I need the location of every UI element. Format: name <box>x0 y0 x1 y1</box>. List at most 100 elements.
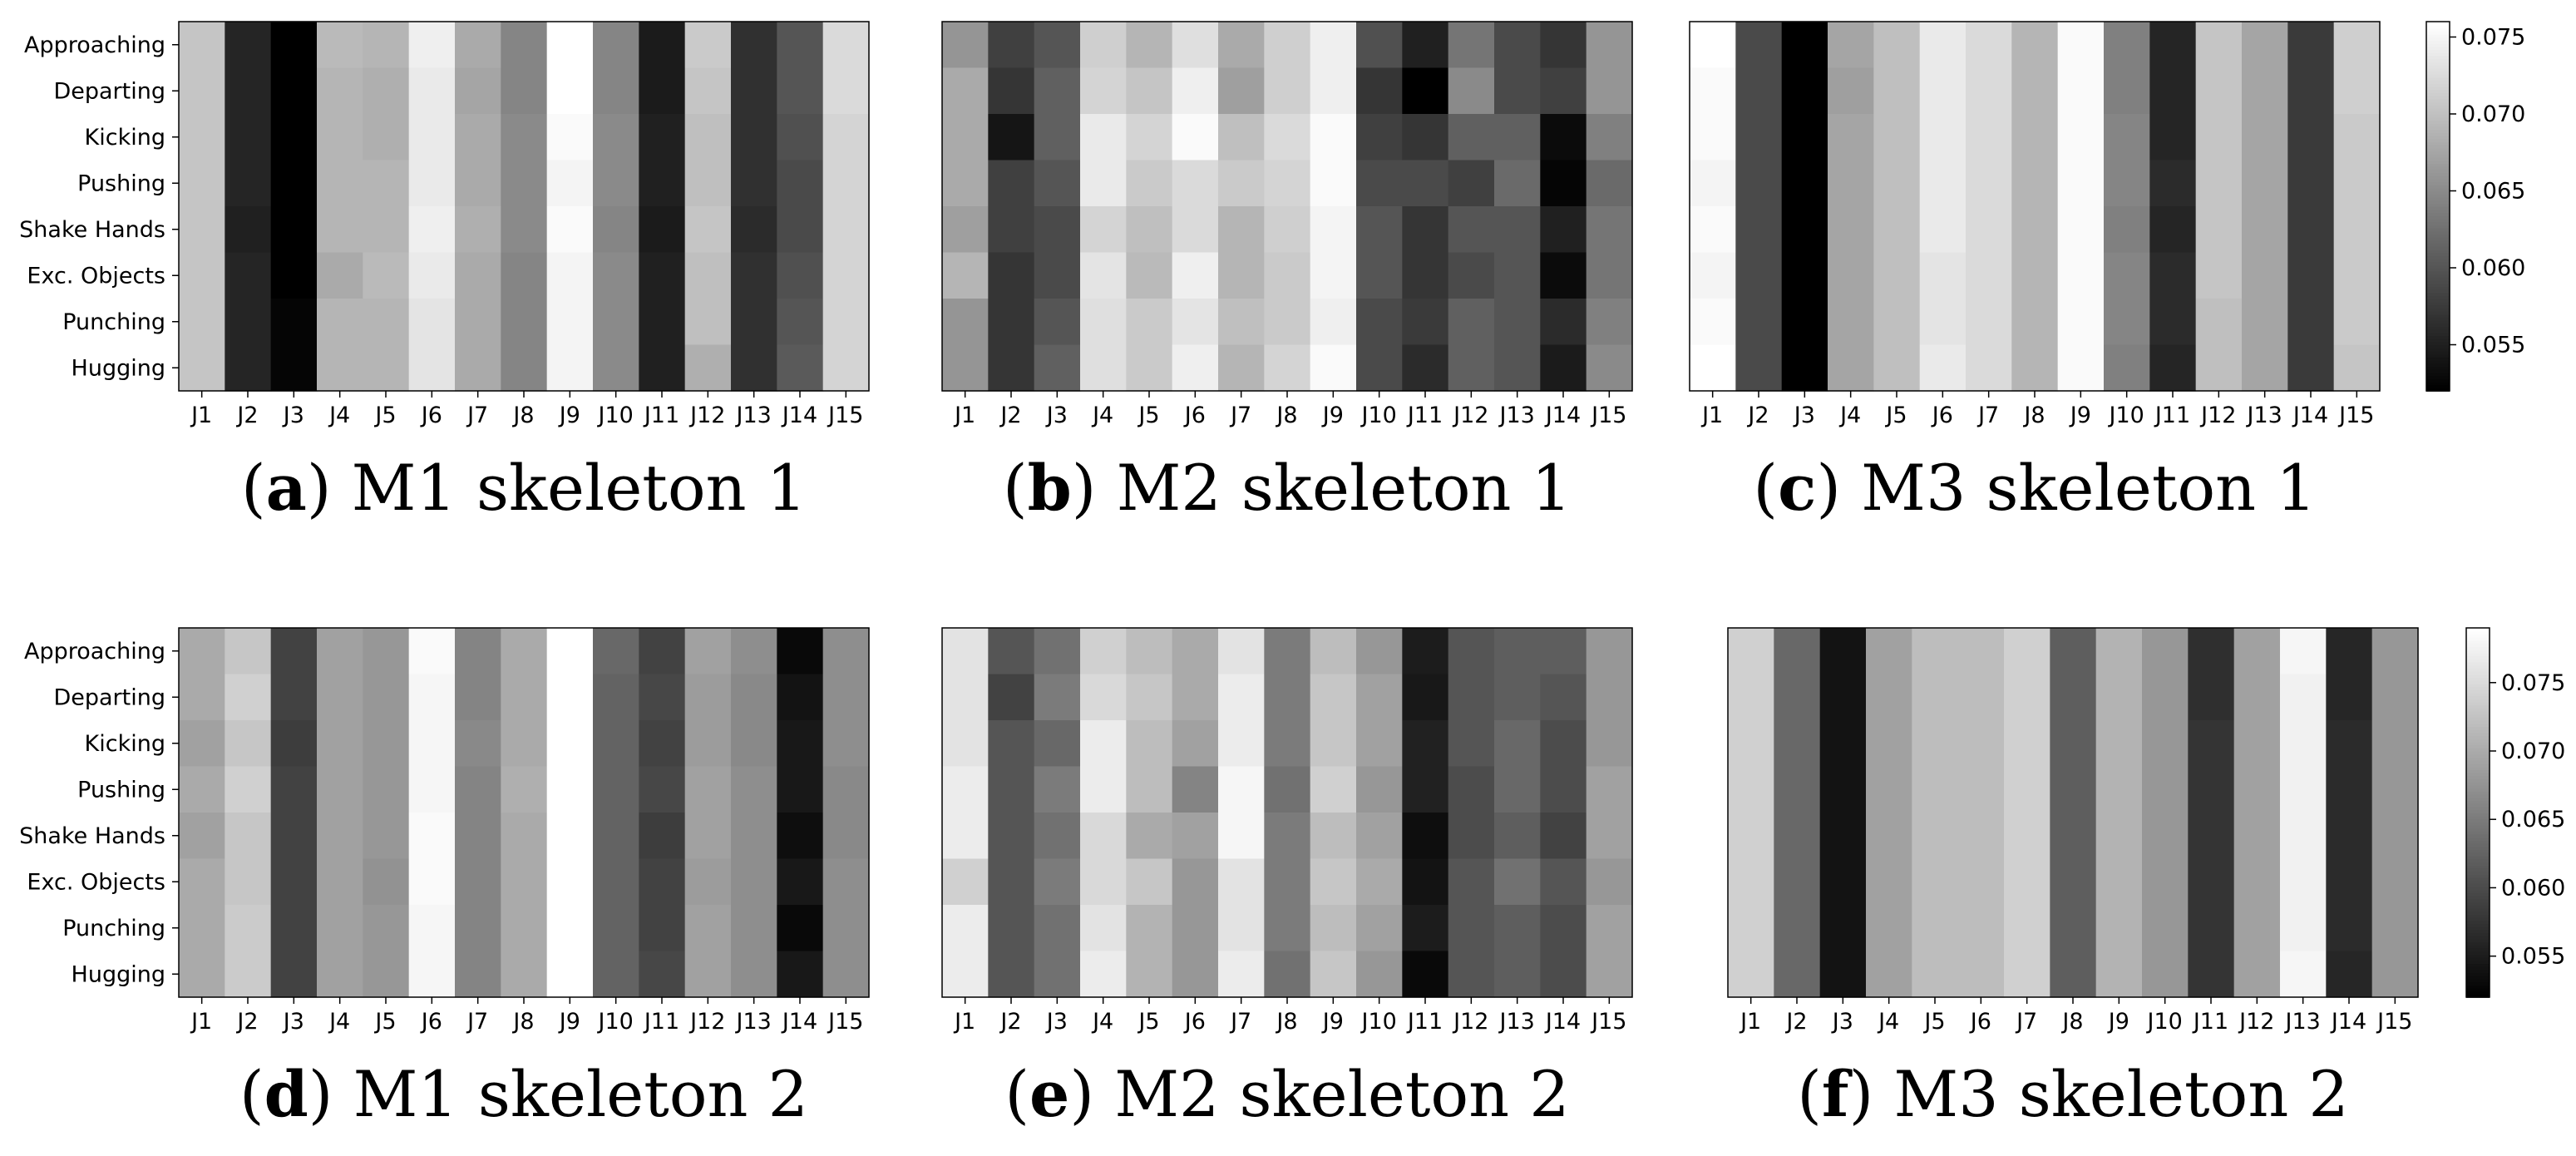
heatmap-cell <box>455 344 501 392</box>
heatmap-cell <box>546 22 594 69</box>
heatmap-cell <box>179 951 225 998</box>
heatmap-cell <box>1218 114 1265 161</box>
panel-caption-text: M2 skeleton 2 <box>1114 1057 1569 1131</box>
heatmap-cell <box>2287 344 2335 392</box>
heatmap-cell <box>2050 951 2097 998</box>
colorbar-segment <box>2426 335 2450 339</box>
heatmap-cell <box>777 720 824 768</box>
heatmap-cell <box>2326 766 2373 813</box>
heatmap-cell <box>363 905 410 952</box>
colorbar-segment <box>2466 630 2490 635</box>
heatmap-cell <box>363 252 410 299</box>
column-label: J12 <box>688 403 725 428</box>
heatmap-cell <box>2011 22 2059 69</box>
heatmap-cell <box>942 766 989 813</box>
heatmap-cell <box>455 858 501 906</box>
colorbar-segment <box>2466 793 2490 798</box>
heatmap-cell <box>1774 628 1821 675</box>
heatmap-cell <box>2050 813 2097 860</box>
heatmap-cell <box>546 813 594 860</box>
column-label: J10 <box>2108 403 2144 428</box>
heatmap-cell <box>1912 628 1959 675</box>
heatmap-cell <box>1218 628 1265 675</box>
heatmap-cell <box>2280 858 2327 906</box>
colorbar-segment <box>2426 209 2450 214</box>
heatmap-cell <box>1034 905 1081 952</box>
heatmap-cell <box>593 858 639 906</box>
heatmap-cell <box>593 720 639 768</box>
heatmap-cell <box>1126 720 1173 768</box>
heatmap-cell <box>1866 674 1912 721</box>
heatmap-cell <box>501 114 548 161</box>
colorbar-segment <box>2426 120 2450 124</box>
heatmap-cell <box>1494 628 1541 675</box>
heatmap-cell <box>2287 160 2335 207</box>
heatmap-cell <box>988 344 1035 392</box>
column-label: J6 <box>420 1009 442 1035</box>
heatmap-cell <box>1540 720 1587 768</box>
heatmap-panel-f: J1 J2 J3 J4 J5 J6 J7 J8 J9 J10 J11 J12 J13 J14 J15 (f) … <box>1727 627 2419 1131</box>
heatmap-cell <box>408 951 456 998</box>
colorbar-segment <box>2426 49 2450 53</box>
colorbar-segment <box>2426 83 2450 87</box>
heatmap-cell <box>1172 299 1219 346</box>
heatmap-cell <box>1356 344 1403 392</box>
colorbar-segment <box>2426 203 2450 207</box>
heatmap-cell <box>1356 674 1403 721</box>
heatmap-cell <box>1172 206 1219 254</box>
heatmap-cell <box>639 858 686 906</box>
heatmap-cell <box>1310 22 1357 69</box>
heatmap-cell <box>2326 720 2373 768</box>
heatmap-cell <box>1448 114 1495 161</box>
heatmap-cell <box>2011 252 2059 299</box>
column-label: J14 <box>781 403 817 428</box>
heatmap-cell <box>2280 905 2327 952</box>
heatmap-cell <box>639 344 686 392</box>
column-label: J11 <box>643 403 679 428</box>
column-label: J1 <box>1700 403 1723 428</box>
heatmap-cell <box>1586 628 1633 675</box>
heatmap-cell <box>2142 720 2189 768</box>
heatmap-cell <box>1402 905 1449 952</box>
heatmap-cell <box>225 67 272 115</box>
colorbar-segment <box>2466 646 2490 650</box>
colorbar-segment <box>2466 634 2490 638</box>
heatmap-cell <box>1356 67 1403 115</box>
heatmap-cell <box>1494 299 1541 346</box>
heatmap-cell <box>2242 206 2288 254</box>
heatmap-cell <box>363 160 410 207</box>
colorbar-segment <box>2466 963 2490 967</box>
colorbar-segment <box>2466 840 2490 844</box>
heatmap-cell <box>1218 206 1265 254</box>
heatmap-cell <box>593 813 639 860</box>
heatmap-cell <box>1448 299 1495 346</box>
heatmap-cell <box>2195 252 2243 299</box>
heatmap-cell <box>1912 720 1959 768</box>
heatmap-cell <box>2280 720 2327 768</box>
heatmap-cell <box>822 252 870 299</box>
colorbar-segment <box>2466 954 2490 958</box>
colorbar-segment <box>2426 145 2450 149</box>
colorbar-segment <box>2466 637 2490 641</box>
column-label: J14 <box>1544 1009 1581 1035</box>
colorbar-tick-label: 0.065 <box>2461 179 2525 205</box>
colorbar-segment <box>2426 360 2450 364</box>
heatmap-cell <box>1126 628 1173 675</box>
heatmap-cell <box>408 858 456 906</box>
colorbar-segment <box>2426 62 2450 66</box>
heatmap-cell <box>2004 951 2050 998</box>
colorbar-segment <box>2426 33 2450 38</box>
colorbar-segment <box>2466 951 2490 955</box>
heatmap-cell <box>1172 628 1219 675</box>
heatmap-cell <box>1728 720 1774 768</box>
heatmap-cell <box>1781 67 1828 115</box>
panel-caption-text: M2 skeleton 1 <box>1117 451 1572 525</box>
heatmap-cell <box>1586 160 1633 207</box>
heatmap-cell <box>1919 206 1967 254</box>
heatmap-cell <box>1080 628 1127 675</box>
heatmap-cell <box>1957 858 2005 906</box>
heatmap-cell <box>1264 766 1311 813</box>
row-label: Departing <box>53 684 165 710</box>
heatmap-cell <box>270 951 318 998</box>
heatmap-cell <box>408 160 456 207</box>
